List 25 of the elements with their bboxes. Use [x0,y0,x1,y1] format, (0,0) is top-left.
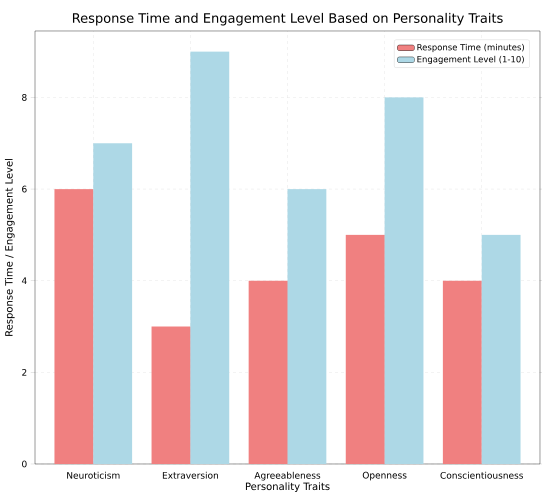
y-tick-label: 4 [22,277,27,284]
bar [248,280,288,464]
chart-title: Response Time and Engagement Level Based on Personality Traits [72,12,503,26]
x-tick-label: Agreeableness [254,472,320,480]
bar [190,52,230,464]
bar [287,189,326,464]
x-axis-title: Personality Traits [246,482,330,492]
bar [93,143,132,464]
bar [442,280,482,464]
bar [152,326,190,464]
y-tick-label: 2 [22,369,26,376]
bar [346,234,385,464]
bar [54,189,94,464]
x-tick-label: Openness [362,472,406,480]
y-tick-label: 8 [22,94,27,101]
x-tick-label: Extraversion [162,472,218,479]
legend-label: Response Time (minutes) [417,44,524,52]
x-tick-label: Conscientiousness [440,472,523,479]
y-axis-title: Response Time / Engagement Level [4,159,15,336]
bar [482,234,521,464]
y-tick-label: 0 [22,460,27,468]
x-tick-label: Neuroticism [67,472,120,479]
legend-label: Engagement Level (1-10) [417,56,524,64]
bar [384,97,424,464]
y-tick-label: 6 [22,186,27,192]
